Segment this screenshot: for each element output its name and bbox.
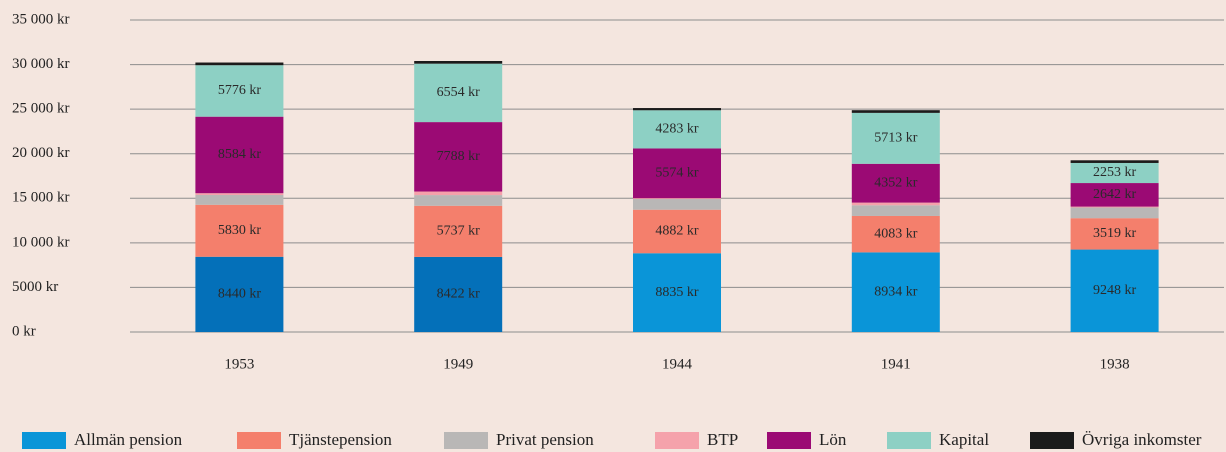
legend-label: Lön [819,430,847,449]
bar-segment [195,204,284,257]
value-label: 4083 kr [874,226,918,241]
y-tick-label: 15 000 kr [12,190,70,206]
legend-label: BTP [707,430,738,449]
value-label: 9248 kr [1093,283,1137,298]
bar-segment [195,256,284,332]
bar-segment [195,194,284,205]
legend-label: Kapital [939,430,989,449]
bar-segment [1070,249,1159,332]
x-tick-label: 1949 [443,356,473,372]
value-label: 5713 kr [874,131,918,146]
x-tick-label: 1938 [1100,356,1130,372]
legend-swatch [237,432,281,449]
value-label: 4352 kr [874,175,918,190]
value-label: 2253 kr [1093,165,1137,180]
bar-segment [633,199,721,210]
bar-segment [851,110,940,113]
legend-swatch [1030,432,1074,449]
bar-segment [195,193,284,195]
value-label: 5574 kr [655,166,699,181]
y-tick-label: 30 000 kr [12,56,70,72]
value-label: 5737 kr [437,224,481,239]
legend-label: Övriga inkomster [1082,430,1202,449]
y-tick-label: 5000 kr [12,279,58,295]
y-tick-label: 20 000 kr [12,145,70,161]
value-label: 7788 kr [437,149,481,164]
value-label: 8422 kr [437,287,481,302]
bar-segment [1070,207,1159,219]
bar-segment [414,256,503,332]
bar-segment [633,108,721,111]
x-tick-label: 1941 [881,356,911,372]
value-label: 5830 kr [218,223,262,238]
bar-segment [851,215,940,253]
bar-segment [414,60,503,64]
bar-segment [414,205,503,257]
bar-segment [633,110,721,149]
bar-segment [414,63,503,123]
legend-swatch [444,432,488,449]
value-label: 8934 kr [874,284,918,299]
value-label: 8440 kr [218,287,262,302]
y-tick-label: 25 000 kr [12,101,70,117]
bar-segment [414,122,503,192]
bar-segment [633,253,721,332]
bar-segment [195,65,284,117]
value-label: 2642 kr [1093,187,1137,202]
y-tick-label: 10 000 kr [12,234,70,250]
value-label: 8584 kr [218,147,262,162]
bar-segment [633,148,721,199]
bar-segment [1070,183,1159,207]
bar-segment [1070,218,1159,250]
value-label: 4283 kr [655,122,699,137]
x-tick-label: 1953 [224,356,254,372]
bar-segment [851,205,940,216]
value-label: 6554 kr [437,85,481,100]
y-tick-label: 35 000 kr [12,11,70,27]
value-label: 3519 kr [1093,226,1137,241]
value-label: 4882 kr [655,224,699,239]
bar-segment [851,163,940,203]
value-label: 8835 kr [655,285,699,300]
bar-segment [414,195,503,206]
legend-swatch [22,432,66,449]
legend-label: Allmän pension [74,430,183,449]
bar-segment [851,252,940,332]
bar-segment [1070,206,1159,208]
bar-segment [195,116,284,194]
bar-segment [414,191,503,196]
legend-swatch [767,432,811,449]
legend-label: Privat pension [496,430,594,449]
bar-segment [1070,162,1159,184]
bar-segment [1070,160,1159,163]
x-tick-label: 1944 [662,356,693,372]
legend-swatch [655,432,699,449]
bar-segment [633,198,721,200]
bar-segment [851,112,940,164]
y-tick-label: 0 kr [12,323,36,339]
value-label: 5776 kr [218,83,262,98]
bar-segment [195,62,284,66]
legend-label: Tjänstepension [289,430,392,449]
bar-segment [633,209,721,254]
legend-swatch [887,432,931,449]
bar-segment [851,202,940,206]
